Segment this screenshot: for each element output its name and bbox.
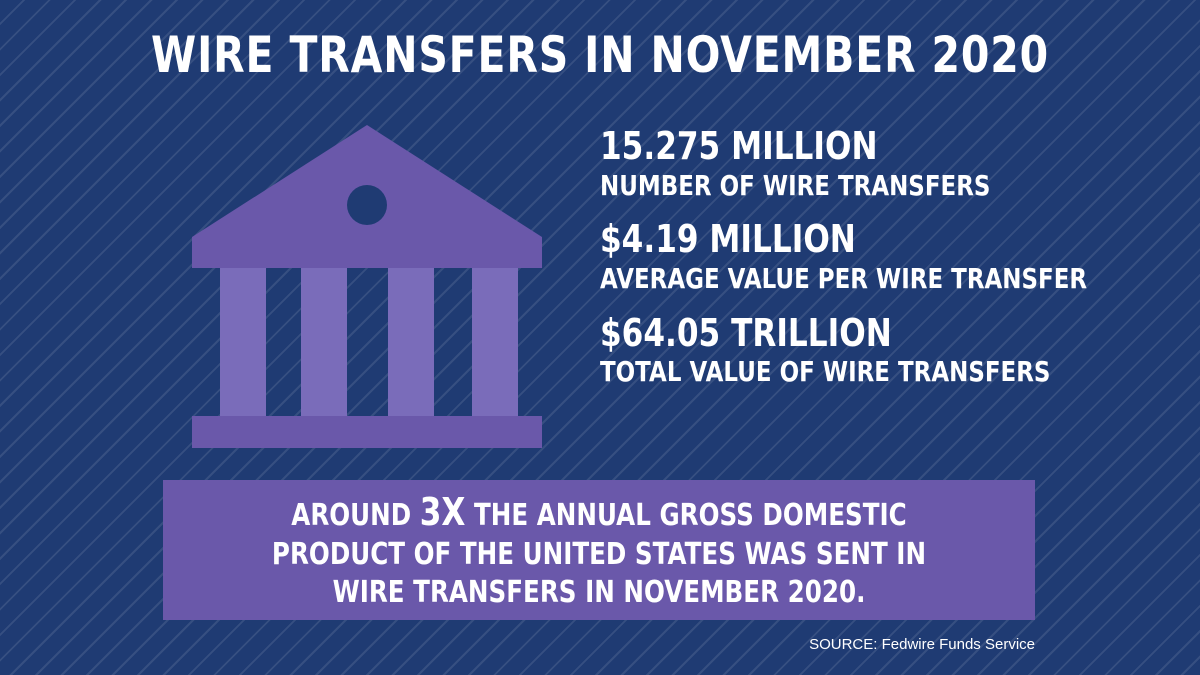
bank-roof [192, 125, 542, 237]
stats-list: 15.275 MILLION NUMBER OF WIRE TRANSFERS … [600, 124, 1160, 399]
page-title: WIRE TRANSFERS IN NOVEMBER 2020 [151, 26, 1049, 84]
bank-column [388, 268, 434, 416]
stat-item: $64.05 TRILLION TOTAL VALUE OF WIRE TRAN… [600, 310, 1160, 389]
stat-value: $4.19 MILLION [600, 217, 856, 262]
bank-column [472, 268, 518, 416]
bank-base [192, 416, 542, 448]
callout-box: AROUND 3X THE ANNUAL GROSS DOMESTIC PROD… [163, 480, 1035, 620]
callout-text: AROUND 3X THE ANNUAL GROSS DOMESTIC PROD… [241, 489, 956, 612]
bank-column [301, 268, 347, 416]
callout-emphasis: 3X [419, 489, 466, 534]
bank-oculus [347, 185, 387, 225]
callout-prefix: AROUND [291, 497, 420, 533]
stat-item: 15.275 MILLION NUMBER OF WIRE TRANSFERS [600, 124, 1160, 202]
stat-label: AVERAGE VALUE PER WIRE TRANSFER [600, 261, 1088, 295]
bank-column [220, 268, 266, 416]
stat-label: NUMBER OF WIRE TRANSFERS [600, 168, 991, 202]
stat-label: TOTAL VALUE OF WIRE TRANSFERS [600, 355, 1051, 389]
stat-value: $64.05 TRILLION [600, 310, 892, 355]
stat-value: 15.275 MILLION [600, 124, 878, 168]
source-credit: SOURCE: Fedwire Funds Service [809, 636, 1035, 653]
callout-suffix: THE ANNUAL GROSS DOMESTIC PRODUCT OF THE… [271, 497, 927, 610]
bank-building-icon [192, 125, 542, 448]
bank-entablature [192, 237, 542, 268]
stat-item: $4.19 MILLION AVERAGE VALUE PER WIRE TRA… [600, 218, 1160, 295]
